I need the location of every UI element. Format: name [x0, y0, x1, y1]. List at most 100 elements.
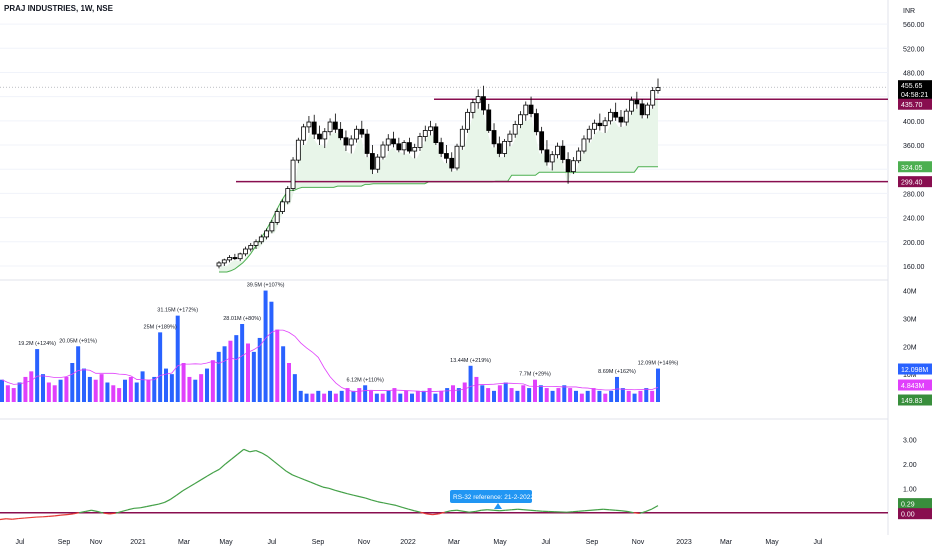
volume-bar	[111, 385, 115, 402]
rs-line-segment	[475, 510, 481, 511]
time-axis-label: Sep	[58, 539, 71, 546]
candle-body	[656, 88, 660, 91]
candle-body	[265, 231, 269, 237]
candle-body	[429, 127, 433, 131]
volume-bar	[504, 383, 508, 403]
volume-bar	[539, 385, 543, 402]
volume-bar	[287, 363, 291, 402]
volume-bar	[193, 380, 197, 402]
candle-body	[307, 122, 311, 127]
rs-line-segment	[183, 487, 189, 491]
volume-bar	[105, 383, 109, 403]
volume-bar	[568, 388, 572, 402]
rs-line-segment	[384, 503, 390, 504]
time-axis-label: Nov	[358, 539, 371, 546]
volume-bar	[299, 391, 303, 402]
volume-tick-label: 20M	[903, 344, 917, 351]
rs-line-segment	[140, 507, 146, 508]
candle-body	[370, 153, 374, 169]
rs-line-segment	[634, 513, 640, 514]
volume-bar	[533, 380, 537, 402]
price-tick-label: 360.00	[903, 143, 925, 150]
candle-body	[571, 161, 575, 172]
candle-body	[476, 97, 480, 103]
rs-line-segment	[195, 480, 201, 484]
volume-bar	[6, 385, 10, 402]
volume-bar	[64, 377, 68, 402]
candle-body	[556, 146, 560, 154]
candle-body	[296, 140, 300, 160]
candle-body	[317, 134, 321, 139]
volume-bar	[492, 391, 496, 402]
candle-body	[619, 117, 623, 122]
volume-bar	[141, 371, 145, 402]
volume-annotation: 7.7M (+29%)	[519, 372, 551, 378]
rs-line-segment	[274, 462, 280, 467]
volume-bar	[644, 388, 648, 402]
rs-line-segment	[378, 502, 384, 503]
volume-bar	[369, 391, 373, 402]
volume-bar	[123, 380, 127, 402]
price-tick-label: 520.00	[903, 46, 925, 53]
rs-zero-label: 0.00	[901, 512, 915, 519]
rs-line-segment	[128, 508, 134, 509]
volume-bar	[592, 388, 596, 402]
candle-body	[386, 139, 390, 145]
candle-body	[587, 129, 591, 139]
volume-bar	[627, 391, 631, 402]
volume-bar	[293, 374, 297, 402]
candle-body	[238, 254, 242, 259]
candle-body	[608, 112, 612, 120]
price-tick-label: 200.00	[903, 240, 925, 247]
rs-note: RS-32 reference: 21-2-2022	[453, 494, 534, 501]
volume-bar	[223, 346, 227, 402]
rs-line-segment	[366, 498, 372, 500]
candle-body	[360, 129, 364, 134]
volume-bar	[433, 394, 437, 402]
volume-bar	[556, 388, 560, 402]
volume-bar	[410, 394, 414, 402]
volume-bar	[228, 341, 232, 402]
candle-body	[450, 158, 454, 168]
rs-line-segment	[110, 513, 116, 514]
candle-body	[466, 112, 470, 129]
volume-bar	[334, 394, 338, 402]
candle-body	[460, 129, 464, 146]
volume-bar	[404, 391, 408, 402]
volume-bar	[363, 385, 367, 402]
volume-annotation: 8.69M (+162%)	[598, 369, 636, 375]
candle-body	[249, 245, 253, 249]
candle-body	[545, 150, 549, 162]
time-axis-label: Mar	[720, 539, 733, 546]
volume-bar	[0, 380, 4, 402]
candle-body	[624, 111, 628, 122]
volume-annotation: 39.5M (+107%)	[247, 283, 285, 289]
time-axis-label: May	[219, 539, 233, 546]
volume-bar	[603, 394, 607, 402]
rs-line-segment	[67, 514, 73, 515]
candle-body	[302, 127, 306, 140]
rs-line-segment	[457, 510, 463, 511]
rs-line-segment	[621, 511, 627, 512]
chart-title: PRAJ INDUSTRIES, 1W, NSE	[4, 4, 113, 13]
rs-line-segment	[219, 464, 225, 469]
time-axis-label: Jul	[16, 539, 25, 546]
volume-bar	[621, 388, 625, 402]
candle-body	[603, 121, 607, 126]
rs-line-segment	[323, 487, 329, 488]
time-axis-label: Jul	[268, 539, 277, 546]
rs-line-segment	[104, 513, 110, 514]
candle-body	[349, 139, 353, 145]
candle-body	[397, 144, 401, 150]
candle-body	[286, 189, 290, 202]
volume-annotation: 13.44M (+219%)	[450, 358, 491, 364]
candle-body	[339, 129, 343, 137]
candle-body	[444, 153, 448, 158]
rs-line-segment	[213, 469, 219, 472]
volume-bar	[12, 388, 16, 402]
candle-body	[328, 122, 332, 132]
rs-line-segment	[177, 491, 183, 495]
volume-annotation: 28.01M (+80%)	[223, 316, 261, 322]
volume-bar	[18, 383, 22, 403]
